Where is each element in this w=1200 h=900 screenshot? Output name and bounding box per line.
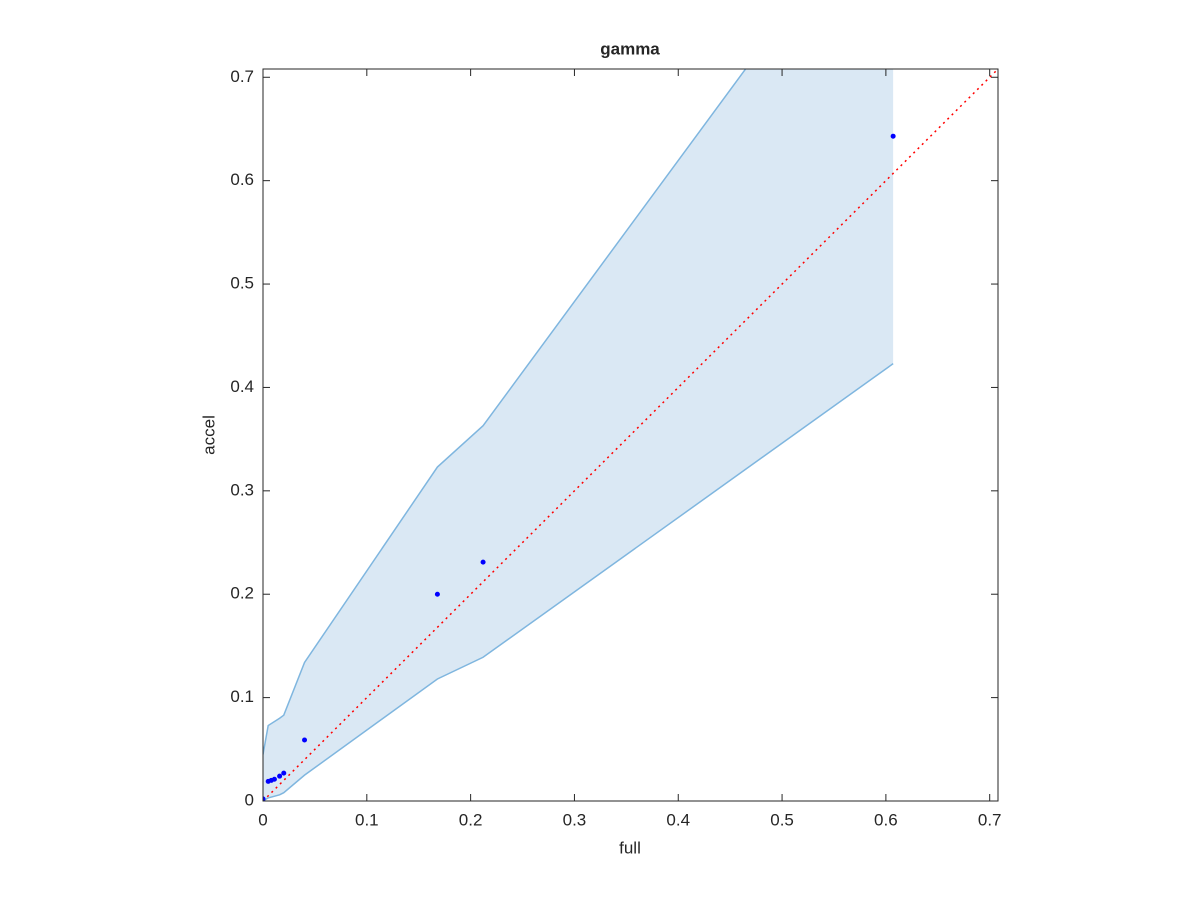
band-lower-line (263, 363, 894, 801)
band-upper-line (263, 69, 747, 755)
x-tick-label: 0.1 (355, 810, 379, 829)
y-tick-label: 0.2 (230, 584, 254, 603)
x-tick-label: 0.5 (770, 810, 794, 829)
y-tick-label: 0.5 (230, 274, 254, 293)
x-tick-label: 0.3 (563, 810, 587, 829)
x-tick-label: 0 (258, 810, 267, 829)
y-tick-label: 0 (245, 790, 254, 809)
y-tick-label: 0.4 (230, 377, 254, 396)
y-tick-label: 0.7 (230, 67, 254, 86)
axes-box (262, 68, 999, 802)
data-point (890, 133, 896, 139)
data-point (302, 737, 308, 743)
band-area (263, 69, 894, 801)
data-point (277, 773, 283, 779)
y-tick-label: 0.6 (230, 170, 254, 189)
data-point (271, 776, 277, 782)
y-tick-label: 0.1 (230, 687, 254, 706)
data-point (434, 591, 440, 597)
chart-title: gamma (600, 39, 660, 58)
x-tick-label: 0.7 (978, 810, 1002, 829)
x-axis-label: full (619, 838, 641, 857)
plot-area (263, 69, 998, 801)
x-tick-label: 0.4 (666, 810, 690, 829)
y-tick-label: 0.3 (230, 480, 254, 499)
x-tick-label: 0.6 (874, 810, 898, 829)
data-point (281, 770, 287, 776)
x-tick-label: 0.2 (459, 810, 483, 829)
y-axis-label: accel (199, 415, 218, 455)
diagonal-line (263, 69, 998, 801)
data-point (480, 559, 486, 565)
data-point (263, 796, 266, 801)
